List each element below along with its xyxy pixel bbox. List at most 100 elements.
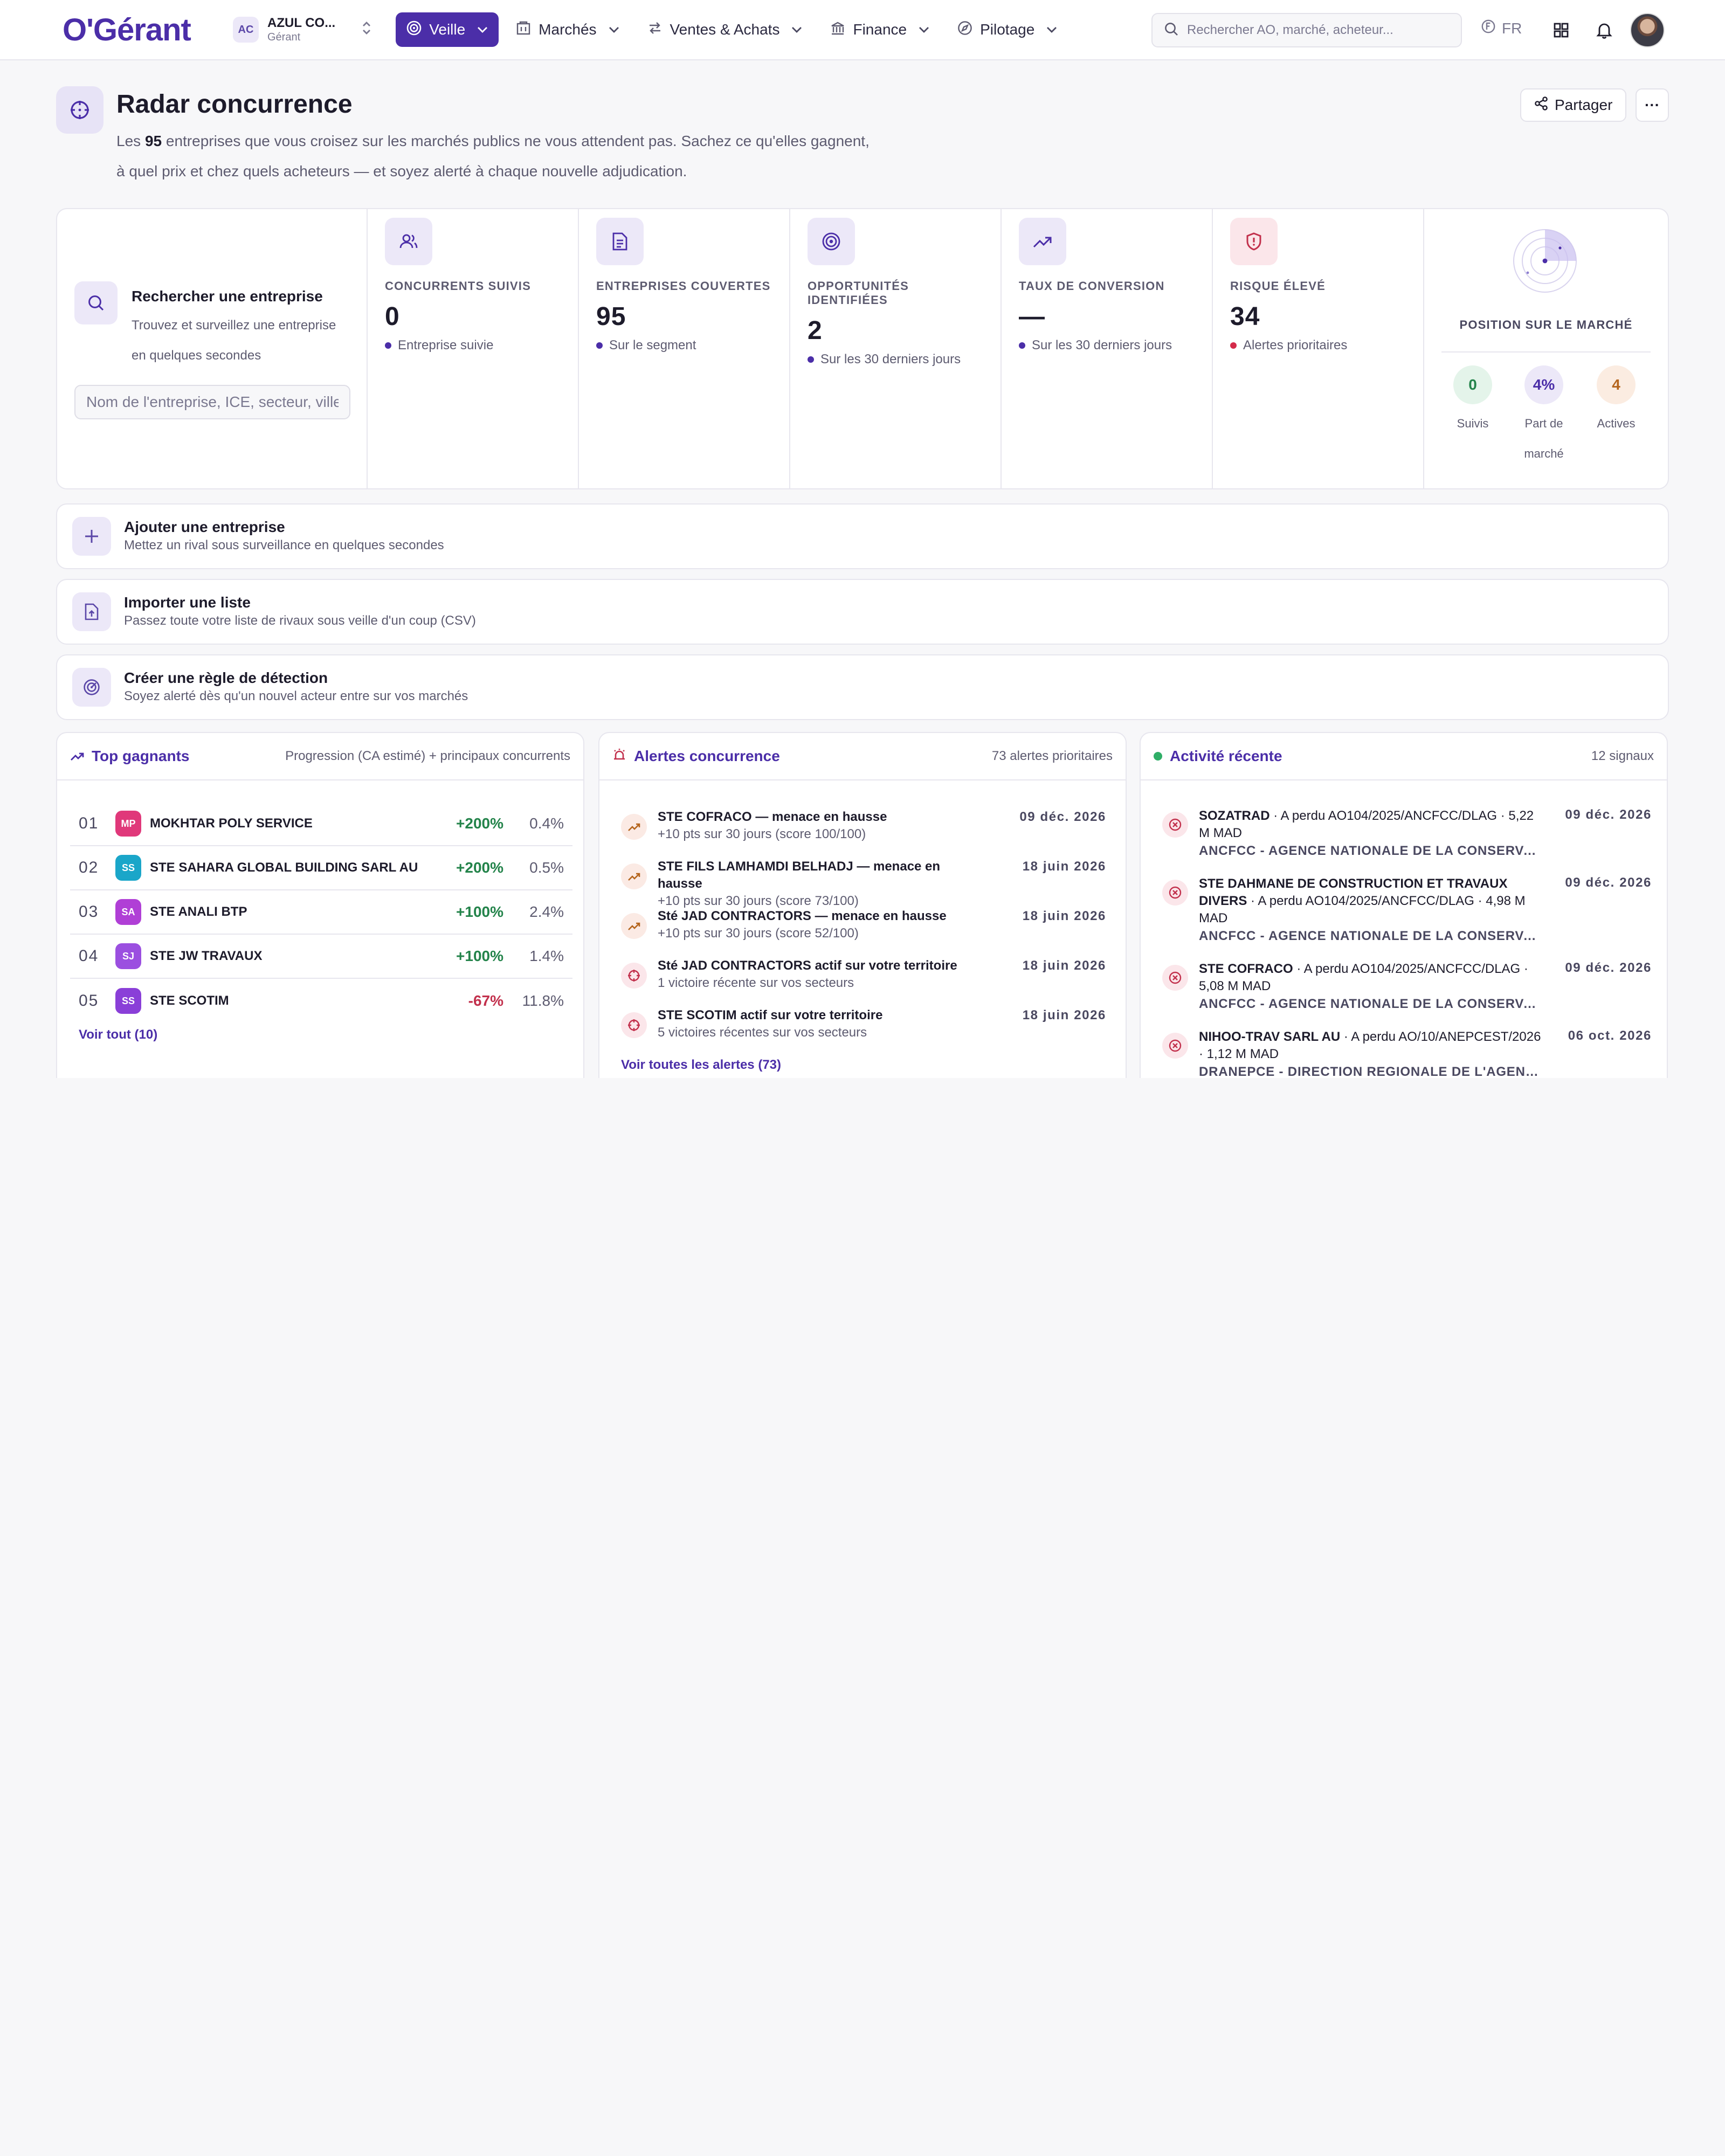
alert-title: STE FILS LAMHAMDI BELHADJ — menace en ha…	[658, 859, 941, 891]
activity-date: 06 oct. 2026	[1568, 1028, 1652, 1043]
table-row[interactable]: 01 MP MOKHTAR POLY SERVICE +200% 0.4%	[70, 802, 572, 846]
plus-icon	[72, 517, 111, 556]
see-all-alerts-link[interactable]: Voir toutes les alertes (73)	[621, 1058, 781, 1072]
crosshair-icon	[621, 963, 647, 989]
panel-title: Top gagnants	[70, 748, 189, 765]
panel-title: Alertes concurrence	[612, 748, 780, 765]
org-switcher[interactable]: AC AZUL CO... Gérant	[233, 16, 372, 44]
x-circle-icon	[1162, 965, 1188, 991]
nav-veille[interactable]: Veille	[396, 12, 499, 47]
list-item[interactable]: SOZATRAD · A perdu AO104/2025/ANCFCC/DLA…	[1162, 807, 1651, 860]
table-row[interactable]: 03 SA STE ANALI BTP +100% 2.4%	[70, 890, 572, 935]
status-dot	[1230, 342, 1237, 349]
panel-header: Activité récente 12 signaux	[1141, 733, 1667, 780]
add-company-action[interactable]: Ajouter une entreprise Mettez un rival s…	[56, 503, 1669, 569]
list-item[interactable]: Sté JAD CONTRACTORS — menace en hausse +1…	[621, 908, 1106, 942]
global-search[interactable]	[1151, 13, 1462, 47]
stat-concurrents-suivis: CONCURRENTS SUIVIS 0 Entreprise suivie	[368, 209, 579, 488]
share-label: Partager	[1555, 96, 1613, 113]
trend-up-icon	[621, 913, 647, 939]
subtitle-rest: entreprises que vous croisez sur les mar…	[116, 133, 870, 179]
app-logo[interactable]: O'Gérant	[63, 12, 191, 47]
radar-graphic	[1513, 229, 1577, 293]
company-search-input[interactable]	[74, 385, 350, 419]
stat-label: TAUX DE CONVERSION	[1019, 279, 1165, 293]
table-row[interactable]: 02 SS STE SAHARA GLOBAL BUILDING SARL AU…	[70, 846, 572, 890]
compass-icon	[957, 20, 972, 39]
panel-meta: 73 alertes prioritaires	[991, 749, 1113, 763]
activity-company: NIHOO-TRAV SARL AU	[1199, 1029, 1341, 1044]
list-item[interactable]: STE FILS LAMHAMDI BELHADJ — menace en ha…	[621, 858, 1106, 910]
document-icon	[596, 218, 644, 265]
apps-grid-icon[interactable]	[1548, 17, 1574, 43]
stat-note: Sur les 30 derniers jours	[1019, 338, 1195, 353]
rank: 04	[79, 947, 99, 965]
nav-marches[interactable]: Marchés	[505, 12, 630, 47]
import-list-action[interactable]: Importer une liste Passez toute votre li…	[56, 579, 1669, 645]
top-winners-panel: Top gagnants Progression (CA estimé) + p…	[56, 732, 584, 1078]
company-search-card: Rechercher une entreprise Trouvez et sur…	[57, 209, 368, 488]
stat-label: CONCURRENTS SUIVIS	[385, 279, 531, 293]
live-status-dot	[1154, 752, 1162, 761]
subtitle-prefix: Les	[116, 133, 145, 149]
activity-buyer: ANCFCC - AGENCE NATIONALE DE LA CONSERVA…	[1199, 844, 1544, 858]
shield-alert-icon	[1230, 218, 1278, 265]
more-options-button[interactable]: ···	[1636, 88, 1669, 122]
stat-risque-eleve: RISQUE ÉLEVÉ 34 Alertes prioritaires	[1213, 209, 1424, 488]
activity-company: STE COFRACO	[1199, 962, 1293, 976]
nav-pilotage[interactable]: Pilotage	[947, 12, 1068, 47]
company-search-title: Rechercher une entreprise	[132, 288, 323, 305]
alert-subtitle: 5 victoires récentes sur vos secteurs	[658, 1025, 867, 1040]
stat-value: —	[1019, 302, 1045, 331]
action-desc: Soyez alerté dès qu'un nouvel acteur ent…	[124, 689, 468, 703]
stat-note: Entreprise suivie	[385, 338, 561, 353]
activity-company: SOZATRAD	[1199, 808, 1270, 823]
alert-title: Sté JAD CONTRACTORS actif sur votre terr…	[658, 958, 957, 973]
action-desc: Passez toute votre liste de rivaux sous …	[124, 613, 476, 628]
language-switcher[interactable]: FR	[1481, 19, 1522, 37]
panel-title: Activité récente	[1154, 748, 1282, 765]
company-name: MOKHTAR POLY SERVICE	[150, 816, 313, 831]
table-row[interactable]: 04 SJ STE JW TRAVAUX +100% 1.4%	[70, 935, 572, 979]
bell-icon[interactable]	[1591, 17, 1617, 43]
list-item[interactable]: NIHOO-TRAV SARL AU · A perdu AO/10/ANEPC…	[1162, 1028, 1652, 1078]
list-item[interactable]: STE DAHMANE DE CONSTRUCTION ET TRAVAUX D…	[1162, 875, 1651, 945]
table-row[interactable]: 05 SS STE SCOTIM -67% 11.8%	[70, 979, 572, 1023]
rank: 05	[79, 992, 99, 1010]
company-name: STE ANALI BTP	[150, 904, 247, 919]
x-circle-icon	[1162, 1033, 1188, 1059]
alert-subtitle: 1 victoire récente sur vos secteurs	[658, 976, 854, 990]
list-item[interactable]: STE COFRACO — menace en hausse +10 pts su…	[621, 808, 1106, 843]
alert-title: STE SCOTIM actif sur votre territoire	[658, 1008, 883, 1022]
growth-value: +200%	[456, 815, 503, 832]
stat-note-text: Alertes prioritaires	[1243, 338, 1348, 353]
global-search-input[interactable]	[1187, 23, 1449, 38]
list-item[interactable]: Sté JAD CONTRACTORS actif sur votre terr…	[621, 957, 1106, 992]
list-item[interactable]: STE SCOTIM actif sur votre territoire 5 v…	[621, 1007, 1106, 1041]
user-avatar[interactable]	[1630, 13, 1665, 47]
company-name: STE JW TRAVAUX	[150, 949, 263, 963]
exchange-icon	[647, 20, 663, 39]
create-detection-rule-action[interactable]: Créer une règle de détection Soyez alert…	[56, 654, 1669, 720]
stat-label: ENTREPRISES COUVERTES	[596, 279, 771, 293]
action-title: Créer une règle de détection	[124, 669, 328, 686]
page-subtitle: Les 95 entreprises que vous croisez sur …	[116, 126, 871, 186]
nav-ventes-achats[interactable]: Ventes & Achats	[637, 12, 813, 47]
activity-date: 09 déc. 2026	[1565, 960, 1652, 975]
nav-label: Pilotage	[980, 21, 1035, 38]
stat-value: 34	[1230, 302, 1260, 331]
nav-finance[interactable]: Finance	[819, 12, 940, 47]
list-item[interactable]: STE COFRACO · A perdu AO104/2025/ANCFCC/…	[1162, 960, 1652, 1013]
alert-date: 18 juin 2026	[1022, 859, 1106, 874]
alert-title: STE COFRACO — menace en hausse	[658, 810, 887, 824]
company-avatar: MP	[115, 811, 141, 837]
share-button[interactable]: Partager	[1520, 88, 1627, 122]
trend-up-icon	[621, 863, 647, 889]
x-circle-icon	[1162, 880, 1188, 906]
top-winners-title: Top gagnants	[92, 748, 190, 764]
stat-value: 2	[808, 316, 823, 345]
market-share: 11.8%	[522, 992, 564, 1009]
see-all-winners-link[interactable]: Voir tout (10)	[79, 1027, 158, 1042]
stat-note-text: Entreprise suivie	[398, 338, 494, 353]
chevron-down-icon	[919, 24, 929, 36]
